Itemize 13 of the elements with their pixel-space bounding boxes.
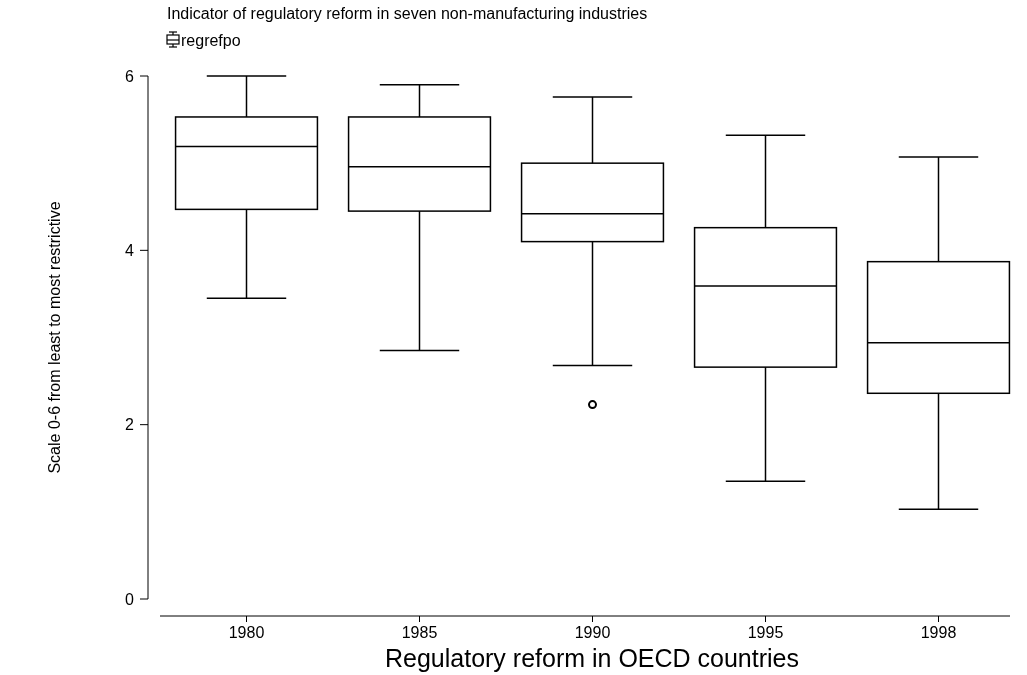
x-tick-label: 1995 (747, 624, 784, 641)
legend-label: regrefpo (181, 32, 241, 49)
x-axis-title: Regulatory reform in OECD countries (384, 644, 800, 672)
y-tick-label: 4 (125, 241, 135, 259)
y-tick-label: 0 (125, 590, 135, 608)
y-tick-label: 2 (125, 416, 135, 434)
y-axis-title: Scale 0-6 from least to most restrictive (46, 201, 63, 474)
x-tick-label: 1980 (228, 624, 265, 641)
chart-title: Indicator of regulatory reform in seven non-manufacturing industries (167, 5, 648, 22)
y-tick-label: 6 (125, 67, 135, 85)
x-tick-label: 1990 (574, 624, 611, 641)
x-tick-label: 1998 (920, 624, 957, 641)
x-tick-label: 1985 (401, 624, 438, 641)
